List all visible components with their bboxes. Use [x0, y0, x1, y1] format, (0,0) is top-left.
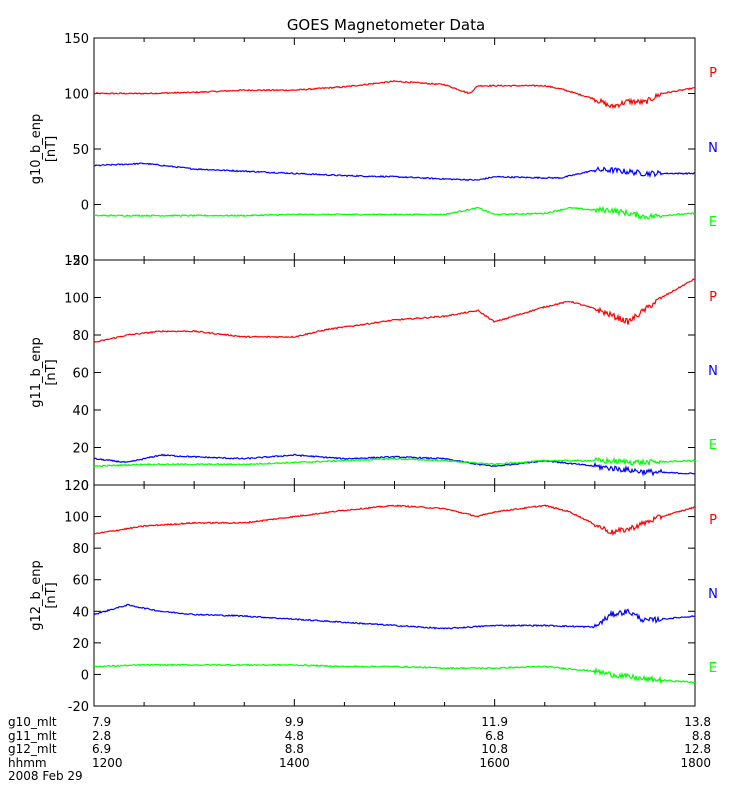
table-cell: 2.8 [92, 729, 111, 743]
y-tick-label: 80 [72, 542, 89, 557]
y-axis-label: g11_b_enp [29, 337, 44, 408]
series-line-E [93, 663, 696, 685]
table-cell: 8.8 [692, 729, 711, 743]
legend-P: P [709, 513, 717, 528]
series-line-N [93, 603, 696, 630]
legend-E: E [709, 215, 717, 230]
table-row-label: hhmm [8, 756, 47, 770]
legend-E: E [709, 438, 717, 453]
table-cell: 11.9 [481, 715, 508, 729]
legend-N: N [708, 141, 718, 156]
y-tick-label: 120 [64, 479, 89, 494]
y-tick-label: 50 [72, 143, 89, 158]
y-tick-label: 0 [81, 479, 89, 494]
y-tick-label: 40 [72, 605, 89, 620]
table-cell: 6.9 [92, 742, 111, 756]
table-cell: 9.9 [285, 715, 304, 729]
y-tick-label: 20 [72, 637, 89, 652]
series-line-P [93, 80, 696, 109]
panel-frame [93, 37, 696, 261]
y-tick-label: 120 [64, 254, 89, 269]
y-tick-label: 80 [72, 329, 89, 344]
table-cell: 4.8 [285, 729, 304, 743]
table-cell: 7.9 [92, 715, 111, 729]
table-cell: 12.8 [684, 742, 711, 756]
y-axis-label: g12_b_enp [29, 560, 44, 631]
date-label: 2008 Feb 29 [8, 769, 83, 783]
series-line-P [93, 278, 696, 343]
panel-frame [93, 259, 696, 486]
series-line-E [93, 456, 696, 468]
table-cell: 8.8 [285, 742, 304, 756]
legend-P: P [709, 66, 717, 81]
table-row-label: g11_mlt [8, 729, 57, 743]
table-cell: 13.8 [684, 715, 711, 729]
table-cell: 1600 [479, 756, 510, 770]
table-cell: 10.8 [481, 742, 508, 756]
y-tick-label: 20 [72, 442, 89, 457]
y-tick-label: 0 [81, 199, 89, 214]
y-tick-label: 0 [81, 668, 89, 683]
y-tick-label: 60 [72, 367, 89, 382]
y-tick-label: 60 [72, 574, 89, 589]
y-tick-label: 40 [72, 404, 89, 419]
y-tick-label: 150 [64, 32, 89, 47]
series-line-N [93, 453, 696, 477]
y-axis-unit: [nT] [44, 136, 59, 162]
y-tick-label: 100 [64, 292, 89, 307]
y-tick-label: 100 [64, 88, 89, 103]
table-cell: 1400 [279, 756, 310, 770]
series-line-N [93, 162, 696, 182]
y-axis-label: g10_b_enp [29, 114, 44, 185]
table-cell: 1800 [680, 756, 711, 770]
y-axis-unit: [nT] [44, 582, 59, 608]
table-cell: 1200 [92, 756, 123, 770]
y-tick-label: -20 [68, 700, 89, 715]
series-line-P [93, 504, 695, 537]
y-tick-label: 100 [64, 511, 89, 526]
table-cell: 6.8 [485, 729, 504, 743]
legend-P: P [709, 290, 717, 305]
y-axis-unit: [nT] [44, 359, 59, 385]
legend-E: E [709, 661, 717, 676]
panel-frame [93, 484, 696, 707]
legend-N: N [708, 587, 718, 602]
legend-N: N [708, 364, 718, 379]
table-row-label: g12_mlt [8, 742, 57, 756]
table-row-label: g10_mlt [8, 715, 57, 729]
series-line-E [93, 205, 696, 221]
y-tick-label: -50 [68, 254, 89, 269]
chart-title: GOES Magnetometer Data [287, 16, 485, 34]
